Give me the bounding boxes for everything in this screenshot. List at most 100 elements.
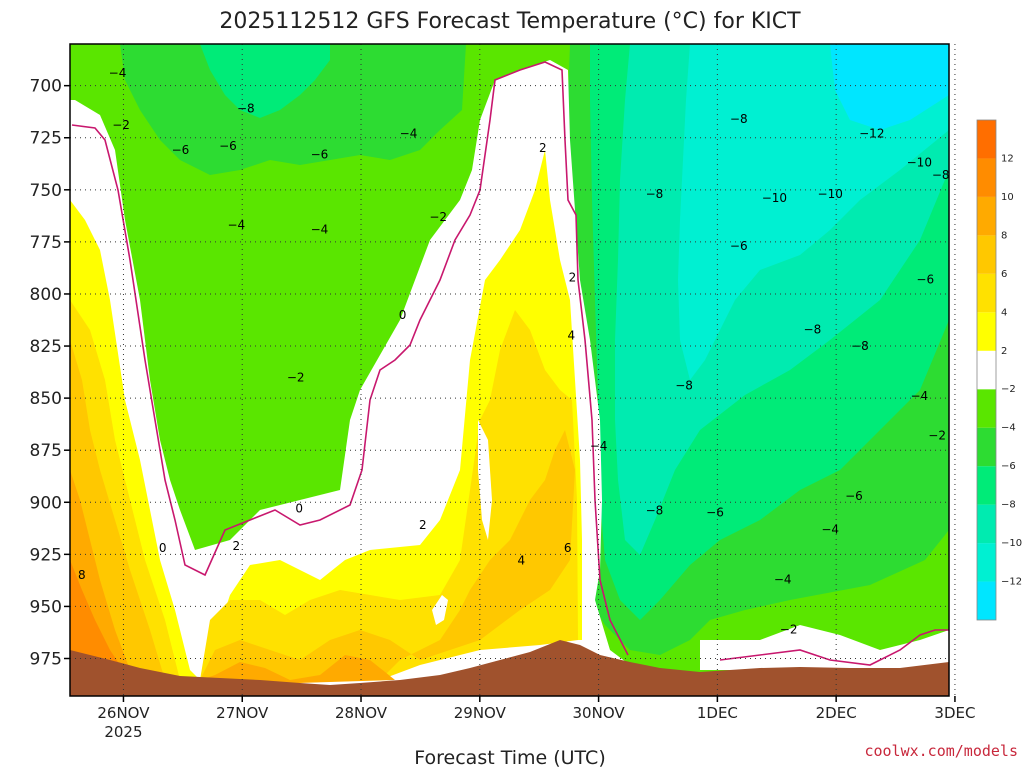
contour-label: −10 xyxy=(762,191,787,205)
contour-label: 2 xyxy=(539,141,547,155)
colorbar-tick-label: 10 xyxy=(1001,192,1014,203)
colorbar-swatch xyxy=(977,196,996,236)
contour-label: −2 xyxy=(928,429,946,443)
contour-label: 4 xyxy=(518,554,526,568)
region-upper-minus8 xyxy=(200,44,330,118)
colorbar-swatch xyxy=(977,312,996,351)
colorbar-swatch xyxy=(977,581,996,620)
region-hole-1 xyxy=(478,420,492,540)
contour-label: −2 xyxy=(287,370,305,384)
plot-area xyxy=(70,44,949,696)
colorbar-tick-label: −6 xyxy=(1001,461,1016,472)
x-tick-label: 2DEC xyxy=(816,704,857,722)
contour-label: 0 xyxy=(295,502,303,516)
contour-label: −6 xyxy=(845,489,863,503)
contour-label: −8 xyxy=(932,168,950,182)
colorbar-tick-label: −4 xyxy=(1001,423,1016,434)
colorbar-swatch xyxy=(977,389,996,428)
region-lower-right-neutral xyxy=(700,625,949,670)
contour-label: −8 xyxy=(646,504,664,518)
contour-label: 2 xyxy=(569,270,577,284)
region-upper-minus6 xyxy=(120,44,466,175)
y-tick-label: 850 xyxy=(30,389,62,409)
x-tick-label: 28NOV xyxy=(335,704,388,722)
contour-label: −2 xyxy=(429,210,447,224)
contour-label: −8 xyxy=(646,187,664,201)
contour-label: −6 xyxy=(172,143,190,157)
colorbar-tick-label: −8 xyxy=(1001,500,1016,511)
x-axis-label: Forecast Time (UTC) xyxy=(414,747,605,768)
contour-label: −4 xyxy=(109,66,127,80)
y-tick-label: 925 xyxy=(30,545,62,565)
colorbar-tick-label: 6 xyxy=(1001,269,1007,280)
y-tick-label: 750 xyxy=(30,181,62,201)
contour-label: −12 xyxy=(859,127,884,141)
region-minus14 xyxy=(830,44,949,130)
contour-label: −6 xyxy=(916,272,934,286)
contour-label: −2 xyxy=(780,622,798,636)
y-axis: 700 725 750 775 800 825 850 875 900 925 950 975 xyxy=(30,77,70,670)
x-tick-label: 3DEC xyxy=(934,704,975,722)
y-tick-label: 950 xyxy=(30,597,62,617)
contour-label: −8 xyxy=(237,102,255,116)
zero-degree-contour xyxy=(71,61,629,656)
colorbar-swatch xyxy=(977,543,996,582)
colorbar: 12 10 8 6 4 2 −2 −4 −6 −8 −10 −12 xyxy=(976,119,1022,621)
contour-label: −4 xyxy=(590,439,608,453)
contour-label: 8 xyxy=(78,568,86,582)
plot-frame xyxy=(69,43,950,697)
x-tick-year: 2025 xyxy=(104,723,142,741)
y-tick-label: 800 xyxy=(30,285,62,305)
contour-label: 0 xyxy=(399,308,407,322)
y-tick-label: 725 xyxy=(30,129,62,149)
contour-label: −4 xyxy=(910,389,928,403)
colorbar-swatch xyxy=(977,120,996,159)
contour-label: −8 xyxy=(730,112,748,126)
contour-label: −8 xyxy=(675,379,693,393)
contour-label: 2 xyxy=(419,518,427,532)
colorbar-tick-label: 12 xyxy=(1001,153,1014,164)
colorbar-swatch xyxy=(977,427,996,467)
x-tick-label: 29NOV xyxy=(454,704,507,722)
colorbar-frame xyxy=(976,119,997,621)
contour-label: −8 xyxy=(851,339,869,353)
colorbar-tick-label: 8 xyxy=(1001,230,1007,241)
contour-label: 6 xyxy=(564,541,572,555)
contour-label: −4 xyxy=(821,522,839,536)
x-tick-label: 27NOV xyxy=(216,704,269,722)
colorbar-swatch xyxy=(977,273,996,313)
region-plus2 xyxy=(70,150,582,690)
contour-label: 2 xyxy=(232,539,240,553)
contour-label: −4 xyxy=(774,572,792,586)
contour-label: 4 xyxy=(567,329,575,343)
colorbar-swatch xyxy=(977,235,996,274)
contour-label: −6 xyxy=(219,139,237,153)
contour-label: −10 xyxy=(907,156,932,170)
x-tick-label: 26NOV xyxy=(97,704,150,722)
contour-label: 0 xyxy=(159,541,167,555)
y-tick-label: 900 xyxy=(30,493,62,513)
contour-label: −8 xyxy=(804,322,822,336)
zero-degree-contour-right xyxy=(719,629,949,666)
grid xyxy=(70,44,956,696)
contour-label: −10 xyxy=(818,187,843,201)
colorbar-tick-label: −12 xyxy=(1001,577,1022,588)
contour-label: −4 xyxy=(311,222,329,236)
colorbar-swatch xyxy=(977,504,996,544)
colorbar-swatch xyxy=(977,350,996,390)
contour-label: −6 xyxy=(311,147,329,161)
colorbar-swatch xyxy=(977,158,996,197)
y-tick-label: 775 xyxy=(30,233,62,253)
contour-label: −6 xyxy=(706,506,724,520)
colorbar-tick-label: −2 xyxy=(1001,384,1016,395)
colorbar-swatch xyxy=(977,466,996,505)
contour-label: −2 xyxy=(112,118,130,132)
y-tick-label: 700 xyxy=(30,77,62,97)
colorbar-tick-label: 4 xyxy=(1001,307,1007,318)
y-tick-label: 825 xyxy=(30,337,62,357)
credit-text: coolwx.com/models xyxy=(864,742,1018,760)
region-hole-2 xyxy=(432,595,448,625)
terrain-surface xyxy=(70,640,949,696)
